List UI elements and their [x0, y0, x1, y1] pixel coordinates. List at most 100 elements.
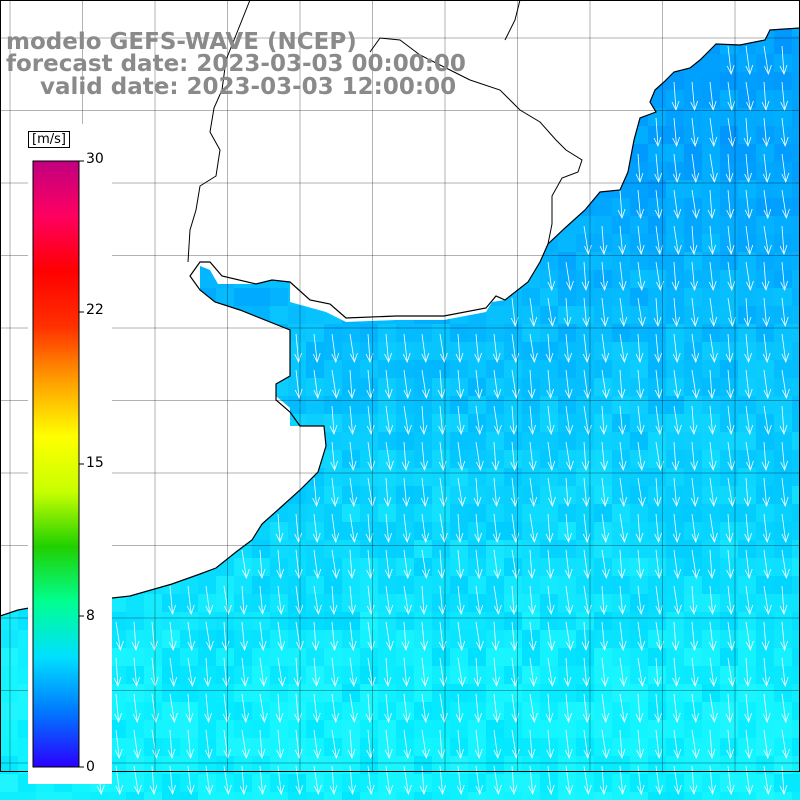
wind-arrow: [673, 225, 682, 256]
field-cell: [756, 702, 775, 721]
field-cell: [432, 756, 451, 775]
wind-arrow: [186, 729, 194, 760]
field-cell: [342, 396, 361, 415]
wind-arrow: [529, 297, 538, 328]
field-cell: [738, 198, 757, 217]
wind-arrow: [762, 297, 770, 328]
field-cell: [612, 468, 631, 487]
field-cell: [306, 774, 325, 793]
wind-arrow: [331, 513, 340, 544]
field-cell: [234, 648, 253, 667]
field-cell: [432, 702, 451, 721]
field-cell: [360, 756, 379, 775]
field-cell: [432, 540, 451, 559]
wind-arrow: [511, 729, 520, 760]
field-cell: [720, 612, 739, 631]
field-cell: [576, 540, 595, 559]
wind-arrow: [744, 153, 752, 184]
field-cell: [738, 504, 757, 523]
wind-arrow: [743, 477, 752, 508]
wind-arrow: [601, 333, 610, 364]
field-cell: [702, 216, 721, 235]
field-cell: [756, 648, 775, 667]
wind-arrow: [762, 693, 771, 724]
field-cell: [522, 396, 541, 415]
field-cell: [306, 504, 325, 523]
wind-arrow: [475, 585, 484, 616]
field-cell: [738, 612, 757, 631]
field-cell: [126, 612, 145, 631]
field-cell: [396, 540, 415, 559]
field-cell: [414, 558, 433, 577]
field-cell: [540, 756, 559, 775]
wind-arrow: [222, 693, 231, 724]
field-cell: [594, 468, 613, 487]
field-cell: [630, 594, 649, 613]
wind-arrow: [745, 621, 754, 652]
field-cell: [756, 180, 775, 199]
field-cell: [180, 684, 199, 703]
field-cell: [684, 252, 703, 271]
wind-arrow: [637, 441, 646, 472]
wind-arrow: [384, 729, 393, 760]
field-cell: [702, 72, 721, 91]
wind-arrow: [493, 405, 502, 436]
field-cell: [234, 558, 253, 577]
field-cell: [378, 630, 397, 649]
wind-arrow: [385, 621, 394, 652]
field-cell: [702, 396, 721, 415]
wind-arrow: [689, 225, 698, 256]
field-cell: [486, 792, 505, 800]
field-cell: [378, 360, 397, 379]
field-cell: [234, 684, 253, 703]
field-cell: [0, 792, 19, 800]
field-cell: [342, 792, 361, 800]
wind-arrow: [439, 693, 448, 724]
wind-arrow: [726, 549, 734, 580]
field-cell: [756, 108, 775, 127]
wind-arrow: [653, 477, 662, 508]
wind-arrow: [438, 765, 446, 796]
wind-arrow: [762, 657, 770, 688]
field-cell: [432, 468, 451, 487]
field-cell: [648, 576, 667, 595]
wind-arrow: [672, 477, 680, 508]
field-cell: [558, 540, 577, 559]
field-cell: [792, 774, 800, 793]
field-cell: [504, 684, 523, 703]
field-cell: [324, 684, 343, 703]
wind-arrow: [708, 441, 717, 472]
wind-arrow: [474, 333, 482, 364]
field-cell: [108, 612, 127, 631]
field-cell: [684, 486, 703, 505]
border-line: [187, 0, 251, 263]
field-cell: [720, 540, 739, 559]
wind-arrow: [331, 369, 340, 400]
field-cell: [342, 342, 361, 361]
field-cell: [378, 540, 397, 559]
wind-arrow: [420, 477, 429, 508]
field-cell: [360, 540, 379, 559]
field-cell: [360, 396, 379, 415]
wind-arrow: [763, 189, 772, 220]
field-cell: [702, 108, 721, 127]
wind-arrow: [312, 333, 321, 364]
wind-arrow: [691, 513, 700, 544]
wind-arrow: [348, 585, 356, 616]
field-cell: [342, 576, 361, 595]
field-cell: [162, 630, 181, 649]
field-cell: [702, 90, 721, 109]
field-cell: [666, 216, 685, 235]
wind-arrow: [547, 297, 556, 328]
field-cell: [738, 270, 757, 289]
wind-arrow: [438, 585, 446, 616]
field-cell: [756, 774, 775, 793]
wind-arrow: [781, 513, 790, 544]
wind-arrow: [763, 369, 772, 400]
field-cell: [738, 738, 757, 757]
field-cell: [504, 792, 523, 800]
wind-arrow: [636, 729, 644, 760]
wind-arrow: [636, 405, 645, 436]
wind-arrow: [169, 693, 178, 724]
wind-arrow: [709, 153, 718, 184]
